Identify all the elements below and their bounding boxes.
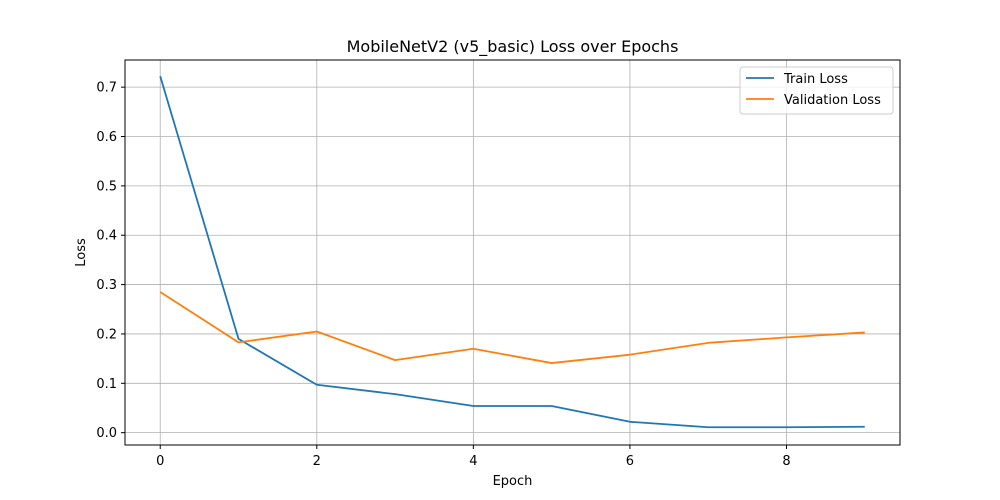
grid — [125, 60, 900, 445]
legend-box — [739, 66, 894, 115]
train-loss-line — [159, 76, 865, 429]
y-tick-label: 0.2 — [96, 327, 117, 342]
legend: Train Loss Validation Loss — [739, 66, 894, 115]
y-tick-label: 0.7 — [96, 81, 117, 96]
y-tick-label: 0.6 — [96, 130, 117, 145]
validation-loss-line — [159, 291, 865, 364]
y-tick-label: 0.4 — [96, 229, 117, 244]
series-lines — [159, 76, 865, 429]
y-tick-label: 0.3 — [96, 278, 117, 293]
plot-frame — [124, 59, 901, 446]
y-tick-label: 0.1 — [96, 377, 117, 392]
chart-title: MobileNetV2 (v5_basic) Loss over Epochs — [347, 37, 679, 57]
x-tick-label: 6 — [626, 454, 634, 469]
axis-ticks: 0 2 4 6 8 0.0 0.1 0.2 0.3 0.4 0.5 0.6 0.7 — [96, 81, 790, 469]
x-tick-label: 8 — [782, 454, 790, 469]
y-tick-label: 0.0 — [96, 426, 117, 441]
train-loss-legend-label: Train Loss — [783, 72, 848, 87]
y-axis-label: Loss — [74, 238, 89, 267]
x-axis-label: Epoch — [493, 474, 533, 489]
validation-loss-legend-label: Validation Loss — [784, 93, 881, 108]
y-tick-label: 0.5 — [96, 179, 117, 194]
x-tick-label: 0 — [156, 454, 164, 469]
x-tick-label: 4 — [469, 454, 477, 469]
x-tick-label: 2 — [313, 454, 321, 469]
